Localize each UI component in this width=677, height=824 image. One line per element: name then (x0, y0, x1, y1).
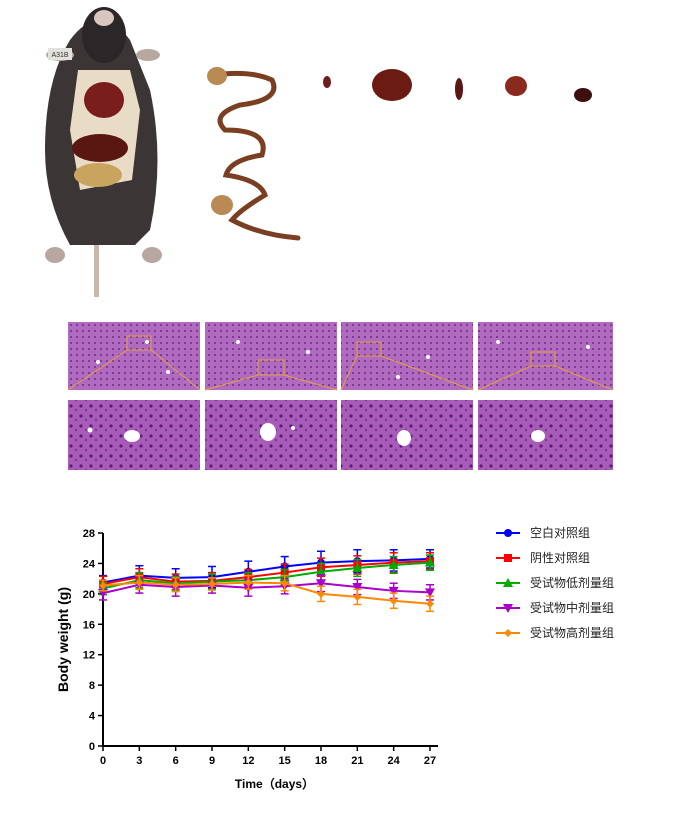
organ-kidneys (574, 88, 592, 102)
legend-marker (504, 554, 512, 562)
organ-liver (372, 69, 412, 101)
y-tick-label: 12 (83, 650, 95, 662)
legend-marker (504, 529, 512, 537)
y-tick-label: 8 (89, 680, 95, 692)
y-tick-label: 0 (89, 741, 95, 753)
data-point (425, 557, 435, 567)
legend-marker (503, 604, 513, 613)
liver (72, 134, 128, 162)
histology-panel (68, 322, 613, 472)
histology-illustration (68, 322, 613, 470)
data-point (353, 592, 362, 601)
data-point (388, 559, 399, 569)
x-tick-label: 24 (388, 755, 401, 767)
histology-low-mag-2 (204, 322, 338, 391)
data-point (208, 579, 216, 588)
legend-item-3: 受试物低剂量组 (496, 575, 614, 590)
data-point (425, 588, 435, 598)
legend-label: 受试物低剂量组 (530, 575, 614, 590)
series-line (102, 582, 431, 595)
data-point (352, 583, 363, 593)
y-tick-label: 20 (83, 589, 95, 601)
legend-label: 空白对照组 (530, 525, 590, 540)
dissection-photo-panel: A31B (0, 0, 677, 305)
legend-label: 受试物中剂量组 (530, 600, 614, 615)
organ-lungs (505, 76, 527, 96)
heart-lungs (84, 82, 124, 118)
x-tick-label: 27 (424, 755, 436, 767)
data-point (389, 596, 398, 605)
legend-item-2: 阴性对照组 (496, 551, 590, 565)
histology-low-mag-1 (68, 322, 201, 391)
series-line (102, 560, 431, 585)
y-tick-label: 4 (89, 711, 96, 723)
data-point (352, 562, 363, 572)
mouse-tail (94, 225, 99, 297)
series-line (102, 581, 431, 605)
legend-label: 受试物高剂量组 (530, 625, 614, 640)
mouse-tag-label: A31B (51, 52, 68, 59)
y-tick-label: 28 (83, 528, 95, 540)
data-point (135, 578, 144, 587)
x-tick-label: 3 (136, 755, 142, 767)
x-axis-title: Time（days） (235, 776, 314, 791)
mouse-head (82, 7, 126, 63)
legend-label: 阴性对照组 (530, 551, 590, 565)
legend-item-4: 受试物中剂量组 (496, 600, 614, 615)
data-point (99, 581, 107, 590)
x-tick-label: 6 (173, 755, 179, 767)
x-tick-label: 9 (209, 755, 215, 767)
data-point (316, 566, 326, 576)
chart-axes: 0 4 8 12 16 20 24 28 0 3 6 9 12 15 18 21 24 27 (83, 528, 438, 767)
histology-low-mag-3 (340, 322, 474, 391)
x-tick-label: 0 (100, 755, 106, 767)
stomach (207, 67, 227, 85)
data-point (388, 586, 399, 596)
x-tick-label: 12 (242, 755, 254, 767)
x-tick-label: 15 (279, 755, 291, 767)
histology-high-mag-4 (478, 400, 613, 470)
data-point (426, 599, 434, 608)
x-tick-label: 21 (351, 755, 363, 767)
histology-high-mag-2 (205, 400, 337, 470)
y-axis-title: Body weight (g) (55, 587, 71, 692)
intestine-mass (74, 163, 122, 187)
series-line (102, 561, 431, 590)
series-line (102, 557, 431, 584)
data-point (280, 579, 289, 588)
cecum (211, 195, 233, 215)
organ-heart (323, 76, 331, 88)
legend-item-5: 受试物高剂量组 (496, 625, 614, 640)
data-point (317, 589, 325, 598)
y-tick-label: 24 (83, 558, 96, 570)
histology-low-mag-4 (477, 322, 613, 391)
legend-item-1: 空白对照组 (496, 525, 590, 540)
histology-high-mag-3 (341, 400, 473, 470)
data-point (244, 578, 253, 587)
data-point (316, 579, 326, 589)
x-tick-label: 18 (315, 755, 327, 767)
body-weight-chart: 0 4 8 12 16 20 24 28 0 3 6 9 12 15 18 21 24 27 空白对照组阴性对照组… (0, 515, 677, 824)
data-point (171, 580, 180, 589)
series-5 (99, 574, 434, 613)
intestine-strip (212, 70, 301, 241)
y-tick-label: 16 (83, 619, 95, 631)
body-weight-chart-svg: 0 4 8 12 16 20 24 28 0 3 6 9 12 15 18 21 24 27 空白对照组阴性对照组… (55, 525, 614, 791)
dissection-illustration: A31B (45, 7, 592, 297)
histology-high-mag-1 (68, 400, 200, 470)
organ-spleen (455, 78, 463, 100)
chart-series-layer (98, 548, 435, 613)
legend-marker (504, 629, 512, 637)
legend-marker (503, 578, 513, 587)
